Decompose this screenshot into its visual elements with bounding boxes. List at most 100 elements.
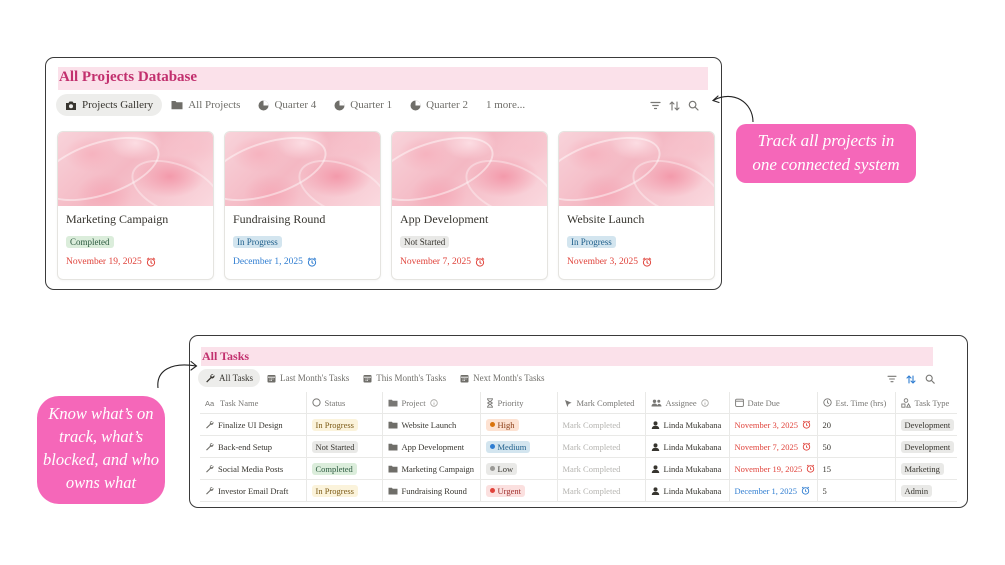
cell-project[interactable]: Fundraising Round [382,479,481,502]
text-property-icon: Aa [205,399,216,407]
card-date-text: November 3, 2025 [567,257,638,267]
filter-icon[interactable] [887,375,897,383]
column-header-est-time[interactable]: Est. Time (hrs) [817,392,896,414]
column-header-task-name[interactable]: Aa Task Name [200,392,307,414]
table-row[interactable]: Finalize UI Design In Progress Website L… [200,413,957,436]
tab-quarter-1[interactable]: Quarter 1 [325,94,401,116]
tab-label: Quarter 1 [350,99,393,111]
cell-date-due[interactable]: December 1, 2025 [729,479,818,502]
task-type-badge: Marketing [900,462,944,475]
card-date: November 3, 2025 [567,257,652,267]
cell-mark-completed[interactable]: Mark Completed [557,457,646,480]
cell-priority[interactable]: Urgent [480,479,558,502]
column-header-status[interactable]: Status [306,392,383,414]
cell-project[interactable]: Website Launch [382,413,481,436]
cell-date-due[interactable]: November 7, 2025 [729,435,818,458]
tab-all-projects[interactable]: All Projects [162,94,249,116]
cell-task-type[interactable]: Development [895,413,957,436]
cell-priority[interactable]: High [480,413,558,436]
tab-quarter-4[interactable]: Quarter 4 [249,94,325,116]
est-time: 5 [822,485,827,496]
sort-icon[interactable] [669,100,680,111]
priority-dot [489,444,495,449]
cell-date-due[interactable]: November 19, 2025 [729,457,818,480]
cell-task-name[interactable]: Back-end Setup [200,435,307,458]
est-time: 15 [822,463,832,474]
search-icon[interactable] [925,374,935,384]
tab-all-tasks[interactable]: All Tasks [198,369,260,387]
project-card[interactable]: Website Launch In Progress November 3, 2… [558,131,715,280]
cell-assignee[interactable]: Linda Mukabana [645,457,730,480]
task-type-badge: Development [900,418,955,431]
cell-est-time[interactable]: 50 [817,435,896,458]
cell-project[interactable]: Marketing Campaign [382,457,481,480]
priority-dot [489,488,495,493]
folder-icon [388,487,398,495]
cell-status[interactable]: Not Started [306,435,383,458]
cell-task-name[interactable]: Social Media Posts [200,457,307,480]
cell-status[interactable]: In Progress [306,479,383,502]
shapes-icon [900,397,911,408]
mark-completed-button[interactable]: Mark Completed [562,419,621,430]
clock-icon [822,398,832,407]
project-card[interactable]: Marketing Campaign Completed November 19… [57,131,214,280]
tab-more-views[interactable]: 1 more... [477,94,534,116]
column-header-project[interactable]: Project [382,392,481,414]
mark-completed-button[interactable]: Mark Completed [562,485,621,496]
column-header-priority[interactable]: Priority [480,392,558,414]
cell-mark-completed[interactable]: Mark Completed [557,413,646,436]
column-header-mark-completed[interactable]: Mark Completed [557,392,646,414]
column-header-assignee[interactable]: Assignee [645,392,730,414]
column-header-date-due[interactable]: Date Due [729,392,818,414]
cell-assignee[interactable]: Linda Mukabana [645,413,730,436]
table-row[interactable]: Social Media Posts Completed Marketing C… [200,457,957,480]
cell-est-time[interactable]: 5 [817,479,896,502]
cell-priority[interactable]: Medium [480,435,558,458]
project-card[interactable]: Fundraising Round In Progress December 1… [224,131,381,280]
tab-next-months-tasks[interactable]: Next Month's Tasks [453,369,551,387]
cell-task-name[interactable]: Investor Email Draft [200,479,307,502]
cell-task-name[interactable]: Finalize UI Design [200,413,307,436]
cell-status[interactable]: In Progress [306,413,383,436]
sort-icon[interactable] [906,374,916,384]
project-link: Fundraising Round [401,485,467,496]
tab-quarter-2[interactable]: Quarter 2 [401,94,477,116]
card-date-text: December 1, 2025 [233,257,303,267]
cell-date-due[interactable]: November 3, 2025 [729,413,818,436]
tab-projects-gallery[interactable]: Projects Gallery [56,94,163,116]
avatar [651,464,660,473]
table-row[interactable]: Investor Email Draft In Progress Fundrai… [200,479,957,502]
tab-this-months-tasks[interactable]: This Month's Tasks [356,369,453,387]
tasks-database-title[interactable]: All Tasks [202,349,250,363]
cell-est-time[interactable]: 15 [817,457,896,480]
tab-last-months-tasks[interactable]: Last Month's Tasks [260,369,356,387]
mark-completed-button[interactable]: Mark Completed [562,441,621,452]
cell-task-type[interactable]: Marketing [895,457,957,480]
cell-task-type[interactable]: Admin [895,479,957,502]
table-row[interactable]: Back-end Setup Not Started App Developme… [200,435,957,458]
search-icon[interactable] [688,100,699,111]
cell-est-time[interactable]: 20 [817,413,896,436]
cell-task-type[interactable]: Development [895,435,957,458]
cell-project[interactable]: App Development [382,435,481,458]
cell-assignee[interactable]: Linda Mukabana [645,479,730,502]
column-header-task-type[interactable]: Task Type [895,392,957,414]
status-badge: Not Started [400,236,450,248]
callout-arrow-projects [711,95,754,123]
cell-status[interactable]: Completed [306,457,383,480]
mark-completed-button[interactable]: Mark Completed [562,463,621,474]
card-title: Marketing Campaign [66,212,169,226]
cell-assignee[interactable]: Linda Mukabana [645,435,730,458]
project-card[interactable]: App Development Not Started November 7, … [391,131,548,280]
pie-chart-icon [410,100,421,111]
cell-mark-completed[interactable]: Mark Completed [557,479,646,502]
tasks-database-panel: All Tasks All Tasks Last Month's Tasks T… [189,335,968,508]
projects-toolbar [650,100,699,111]
tab-label: This Month's Tasks [376,373,447,383]
wrench-icon [205,373,215,383]
cell-priority[interactable]: Low [480,457,558,480]
cell-mark-completed[interactable]: Mark Completed [557,435,646,458]
filter-icon[interactable] [650,101,661,110]
alarm-clock-icon [802,420,811,429]
projects-database-title[interactable]: All Projects Database [59,69,198,85]
